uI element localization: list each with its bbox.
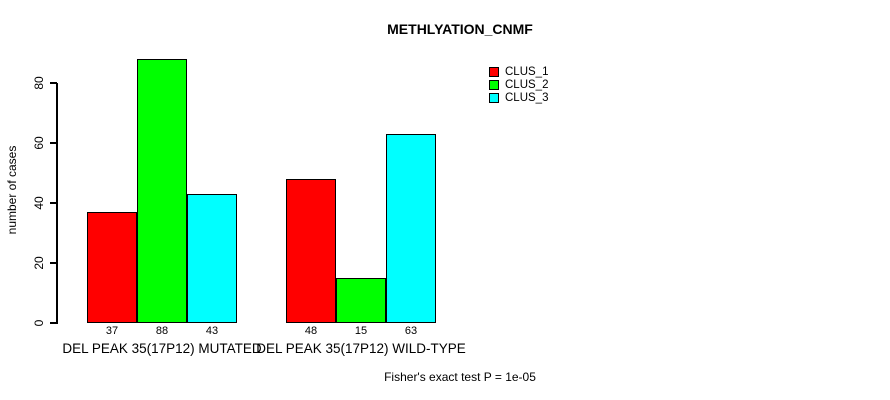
y-tick-label: 20 [32, 256, 46, 270]
legend-label: CLUS_3 [505, 91, 549, 104]
category-label: DEL PEAK 35(17P12) MUTATED [62, 341, 262, 356]
fisher-test-caption: Fisher's exact test P = 1e-05 [384, 370, 536, 384]
y-axis-label: number of cases [5, 145, 19, 235]
legend-item: CLUS_1 [489, 65, 548, 78]
bar-clus_1-group1 [87, 212, 137, 323]
y-tick-mark [50, 322, 57, 324]
y-tick-mark [50, 142, 57, 144]
bar-clus_2-group2 [336, 278, 386, 323]
y-tick-mark [50, 202, 57, 204]
bar-value-label: 37 [105, 325, 119, 337]
legend-swatch [489, 66, 499, 77]
y-tick-mark [50, 262, 57, 264]
bar-clus_1-group2 [286, 179, 336, 323]
legend-item: CLUS_3 [489, 91, 548, 104]
bar-value-label: 48 [304, 325, 318, 337]
legend-label: CLUS_1 [505, 65, 549, 78]
y-tick-label: 40 [32, 196, 46, 210]
category-label: DEL PEAK 35(17P12) WILD-TYPE [256, 341, 466, 356]
y-tick-label: 0 [32, 319, 46, 327]
y-tick-label: 60 [32, 136, 46, 150]
bar-clus_3-group1 [187, 194, 237, 323]
bar-value-label: 43 [205, 325, 219, 337]
legend-label: CLUS_2 [505, 78, 549, 91]
y-tick-label: 80 [32, 76, 46, 90]
bar-value-label: 63 [404, 325, 418, 337]
bar-clus_2-group1 [137, 59, 187, 323]
legend-swatch [489, 92, 499, 103]
bar-value-label: 88 [155, 325, 169, 337]
legend-swatch [489, 79, 499, 90]
bar-clus_3-group2 [386, 134, 436, 323]
legend-item: CLUS_2 [489, 78, 548, 91]
bar-value-label: 15 [354, 325, 368, 337]
legend: CLUS_1 CLUS_2 CLUS_3 [489, 65, 548, 104]
chart-title: METHLYATION_CNMF [387, 21, 533, 37]
y-tick-mark [50, 82, 57, 84]
